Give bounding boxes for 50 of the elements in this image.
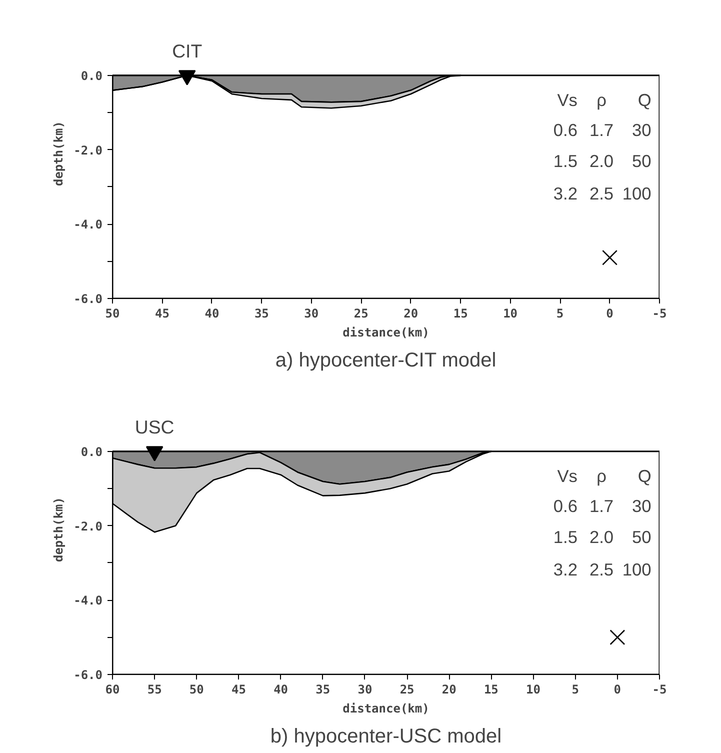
x-tick-label: -5: [652, 306, 667, 320]
x-tick-label: 0: [606, 306, 614, 320]
text: Vs ρ Q: [557, 90, 652, 110]
annotation: USC: [134, 416, 174, 438]
x-tick-label: 45: [232, 682, 246, 696]
y-tick-label: 0.0: [80, 68, 103, 83]
x-tick-label: 35: [254, 306, 269, 320]
x-tick-label: 40: [274, 682, 288, 696]
y-axis-title: depth(km): [52, 496, 66, 562]
x-axis-title: distance(km): [342, 702, 430, 716]
y-tick-label: -4.0: [74, 594, 103, 608]
annotation: 3.2 2.5 100: [553, 560, 652, 580]
x-tick-label: 30: [304, 306, 319, 320]
x-tick-label: 55: [147, 682, 162, 696]
text: Vs ρ Q: [557, 466, 652, 486]
x-tick-label: 30: [358, 682, 372, 696]
x-tick-label: 25: [400, 682, 414, 696]
y-tick-label: -2.0: [74, 143, 103, 158]
x-tick-label: 60: [105, 682, 120, 696]
y-axis-title: depth(km): [52, 120, 66, 186]
y-tick-label: 0.0: [80, 444, 103, 459]
text: a) hypocenter-CIT model: [275, 350, 496, 372]
x-tick-label: 35: [316, 682, 330, 696]
x-tick-label: 15: [484, 682, 498, 696]
annotation: 1.5 2.0 50: [553, 150, 652, 171]
x-tick-label: 5: [572, 682, 579, 696]
text: b) hypocenter-USC model: [270, 726, 502, 748]
annotation: 1.5 2.0 50: [553, 526, 652, 547]
annotation: 0.6 1.7 30: [553, 496, 652, 516]
x-tick-label: 50: [189, 682, 204, 696]
y-tick-label: -2.0: [74, 519, 103, 534]
x-tick-label: 20: [442, 682, 456, 696]
x-tick-label: 45: [155, 306, 170, 320]
y-tick-label: -6.0: [74, 668, 103, 682]
x-tick-label: 0: [614, 682, 622, 696]
y-tick-label: -6.0: [74, 292, 103, 306]
x-tick-label: 20: [404, 306, 418, 320]
x-tick-label: -5: [652, 682, 667, 696]
x-tick-label: 10: [526, 682, 540, 696]
annotation: 3.2 2.5 100: [553, 184, 652, 204]
x-tick-label: 10: [503, 306, 518, 320]
x-tick-label: 40: [204, 306, 220, 320]
x-tick-label: 25: [354, 306, 368, 320]
x-tick-label: 5: [556, 306, 564, 320]
annotation: CIT: [172, 40, 202, 62]
y-tick-label: -4.0: [74, 218, 103, 232]
x-tick-label: 15: [453, 306, 468, 320]
x-tick-label: 50: [105, 306, 120, 320]
x-axis-title: distance(km): [342, 326, 430, 340]
annotation: 0.6 1.7 30: [553, 120, 652, 140]
